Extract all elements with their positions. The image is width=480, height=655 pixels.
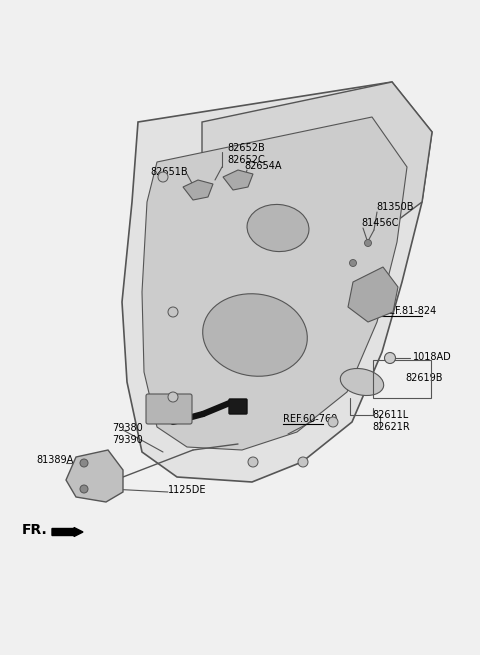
Circle shape <box>298 457 308 467</box>
Text: 82651B: 82651B <box>150 167 188 177</box>
Circle shape <box>384 352 396 364</box>
Text: REF.60-760: REF.60-760 <box>283 414 337 424</box>
Text: 81350B: 81350B <box>376 202 413 212</box>
Text: 82652C: 82652C <box>227 155 265 165</box>
Text: 79390: 79390 <box>112 435 143 445</box>
Circle shape <box>328 417 338 427</box>
Polygon shape <box>122 82 432 482</box>
Text: 79380: 79380 <box>112 423 143 433</box>
Polygon shape <box>223 170 253 190</box>
Text: 82619B: 82619B <box>405 373 443 383</box>
Circle shape <box>80 485 88 493</box>
Text: 81456C: 81456C <box>361 218 398 228</box>
Text: 82621R: 82621R <box>372 422 410 432</box>
Circle shape <box>349 259 357 267</box>
Polygon shape <box>348 267 398 322</box>
Ellipse shape <box>247 204 309 252</box>
Text: 1125DE: 1125DE <box>168 485 206 495</box>
Circle shape <box>168 392 178 402</box>
Text: 1018AD: 1018AD <box>413 352 452 362</box>
Text: 82652B: 82652B <box>227 143 265 153</box>
Polygon shape <box>142 117 407 450</box>
Circle shape <box>364 240 372 246</box>
Text: FR.: FR. <box>22 523 48 537</box>
Text: REF.81-824: REF.81-824 <box>382 306 436 316</box>
Ellipse shape <box>340 369 384 396</box>
Polygon shape <box>183 180 213 200</box>
Text: 82654A: 82654A <box>244 161 281 171</box>
Circle shape <box>158 172 168 182</box>
Text: 82611L: 82611L <box>372 410 408 420</box>
Ellipse shape <box>203 293 307 376</box>
Bar <box>373 360 431 398</box>
Circle shape <box>248 457 258 467</box>
FancyArrow shape <box>52 527 83 536</box>
FancyBboxPatch shape <box>146 394 192 424</box>
FancyBboxPatch shape <box>229 399 247 414</box>
Text: 81389A: 81389A <box>36 455 73 465</box>
Circle shape <box>168 307 178 317</box>
Circle shape <box>80 459 88 467</box>
Polygon shape <box>202 82 432 232</box>
Polygon shape <box>66 450 123 502</box>
